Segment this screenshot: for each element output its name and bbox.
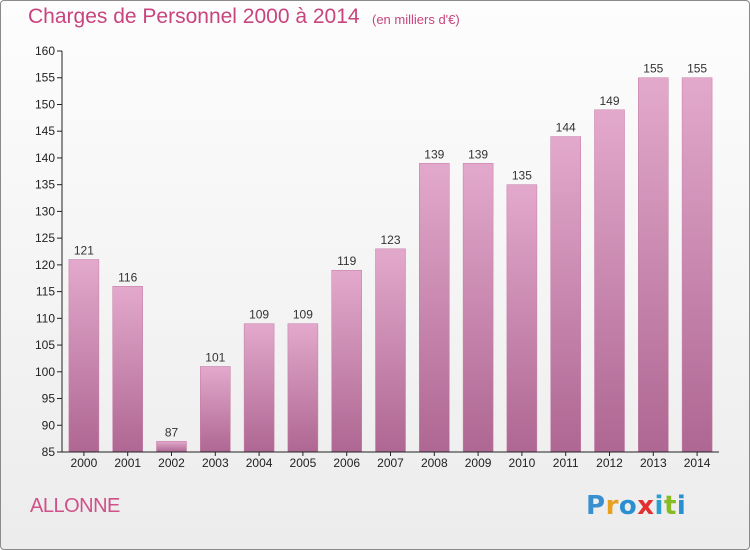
- bar-2006: [331, 269, 362, 453]
- x-tick-label-2013: 2013: [640, 456, 667, 470]
- logo-letter: i: [676, 491, 687, 521]
- y-tick-label-90: 90: [42, 418, 56, 432]
- x-tick-label-2007: 2007: [377, 456, 404, 470]
- y-tick-label-115: 115: [36, 285, 55, 299]
- bar-2005: [287, 323, 319, 453]
- bar-2002: [156, 441, 187, 453]
- bar-2012: [594, 109, 625, 453]
- bar-2003: [200, 366, 231, 453]
- chart-title: Charges de Personnel 2000 à 2014: [28, 5, 360, 28]
- data-label-2000: 121: [74, 244, 94, 258]
- x-tick-label-2003: 2003: [202, 456, 229, 470]
- y-tick-label-105: 105: [35, 338, 55, 352]
- data-label-2007: 123: [380, 233, 400, 247]
- data-label-2011: 144: [556, 121, 576, 135]
- data-label-2003: 101: [205, 350, 225, 364]
- data-label-2010: 135: [512, 169, 532, 183]
- y-tick-label-130: 130: [35, 204, 55, 218]
- bar-2000: [68, 259, 100, 453]
- x-tick-label-2001: 2001: [114, 456, 141, 470]
- x-tick-label-2002: 2002: [158, 456, 185, 470]
- y-tick-label-110: 110: [36, 311, 55, 325]
- y-tick-label-155: 155: [35, 71, 55, 85]
- data-label-2005: 109: [293, 308, 313, 322]
- y-tick-label-120: 120: [35, 258, 55, 272]
- bar-2010: [506, 184, 538, 453]
- data-label-2009: 139: [468, 147, 488, 161]
- x-tick-label-2010: 2010: [509, 456, 536, 470]
- data-label-2014: 155: [687, 62, 707, 76]
- bar-2007: [375, 248, 406, 453]
- x-tick-label-2012: 2012: [596, 456, 623, 470]
- y-tick-label-95: 95: [42, 392, 56, 406]
- axis-layer: [57, 50, 719, 456]
- x-tick-label-2008: 2008: [421, 456, 448, 470]
- logo-letter: o: [618, 491, 638, 521]
- x-tick-label-2011: 2011: [553, 456, 579, 470]
- bar-2004: [243, 323, 275, 453]
- data-label-2006: 119: [337, 254, 356, 268]
- logo-letter: x: [637, 491, 655, 521]
- bar-2009: [462, 163, 494, 453]
- y-tick-label-100: 100: [35, 365, 55, 379]
- chart-subtitle: (en milliers d'€): [372, 12, 460, 27]
- labels-layer: 121 2000 116 2001 87 2002 101 2003 109 2004 109 200…: [35, 44, 711, 470]
- logo-letter: i: [654, 491, 664, 521]
- bar-2008: [419, 163, 450, 453]
- bar-2013: [638, 77, 669, 453]
- data-label-2004: 109: [249, 308, 269, 322]
- data-label-2013: 155: [643, 62, 663, 76]
- data-label-2001: 116: [118, 270, 137, 284]
- x-tick-label-2009: 2009: [465, 456, 492, 470]
- x-tick-label-2004: 2004: [246, 456, 273, 470]
- y-tick-label-85: 85: [42, 445, 56, 459]
- y-tick-label-125: 125: [35, 231, 55, 245]
- logo-letter: t: [663, 491, 677, 521]
- bar-2001: [112, 286, 143, 453]
- data-label-2002: 87: [165, 425, 179, 439]
- bar-2014: [681, 77, 713, 453]
- proxiti-logo: Proxiti: [586, 491, 686, 521]
- y-tick-label-135: 135: [35, 178, 55, 192]
- logo-letter: P: [586, 491, 606, 521]
- y-tick-label-140: 140: [35, 151, 55, 165]
- y-tick-label-160: 160: [35, 44, 55, 58]
- logo-letter: r: [605, 491, 619, 521]
- data-label-2012: 149: [599, 94, 619, 108]
- x-tick-label-2014: 2014: [684, 456, 711, 470]
- x-tick-label-2005: 2005: [290, 456, 317, 470]
- y-tick-label-145: 145: [35, 124, 55, 138]
- x-tick-label-2000: 2000: [71, 456, 98, 470]
- y-tick-label-150: 150: [35, 97, 55, 111]
- commune-name: ALLONNE: [30, 495, 120, 517]
- data-label-2008: 139: [424, 147, 444, 161]
- x-tick-label-2006: 2006: [333, 456, 360, 470]
- bar-2011: [550, 136, 581, 453]
- bars-layer: [68, 77, 713, 453]
